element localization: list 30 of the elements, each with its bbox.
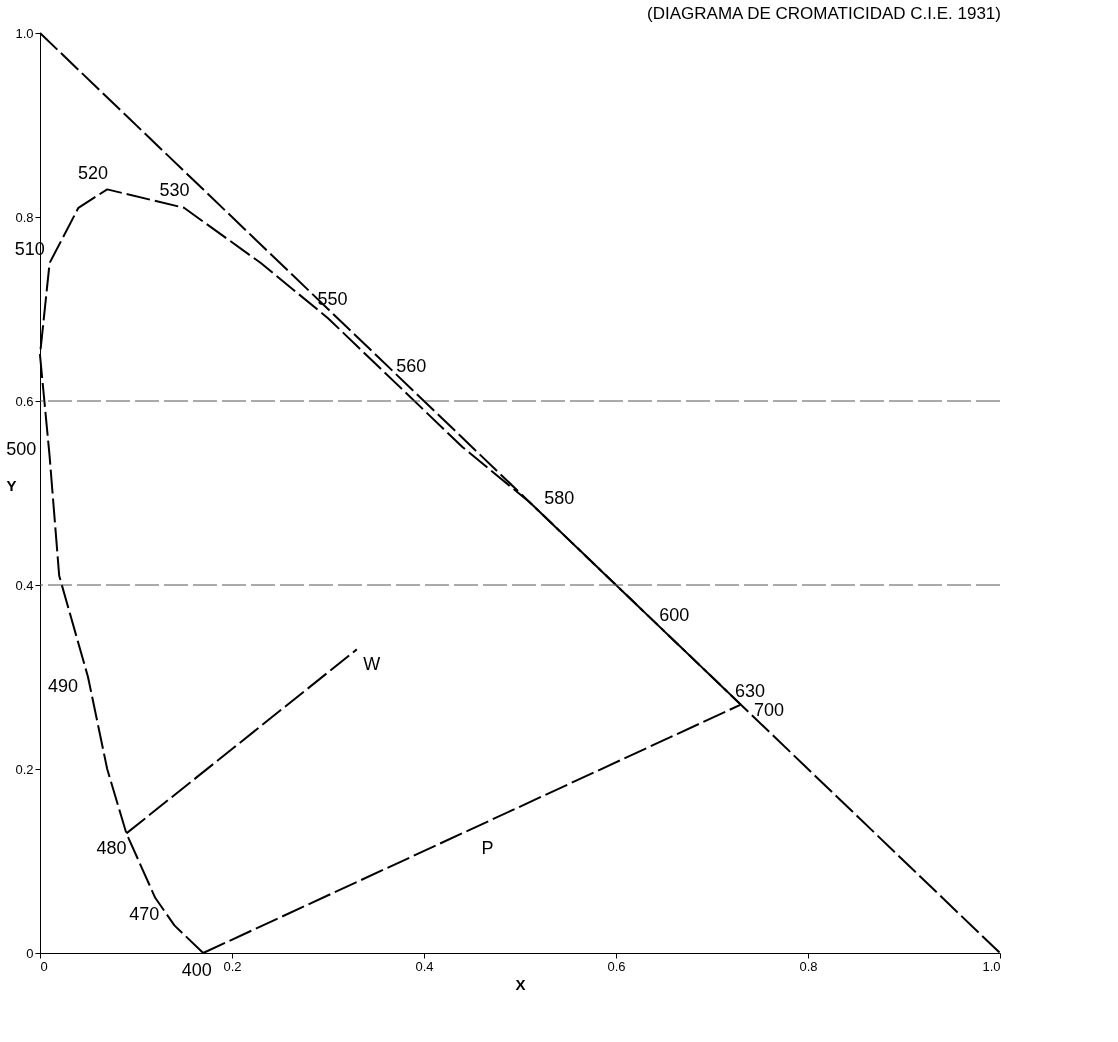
annotation: P bbox=[481, 837, 494, 858]
annotation: 400 bbox=[181, 959, 212, 980]
annotation: 600 bbox=[659, 605, 690, 626]
y-tick-label: 0 bbox=[26, 945, 34, 961]
x-tick-label: 0.6 bbox=[607, 958, 626, 974]
y-tick-label: 0.6 bbox=[15, 393, 34, 409]
y-axis-title: Y bbox=[6, 476, 17, 494]
y-tick-label: 1.0 bbox=[15, 25, 34, 41]
y-tick-label: 0.8 bbox=[15, 209, 34, 225]
x-tick-label: 0.2 bbox=[223, 958, 242, 974]
annotation: 480 bbox=[96, 837, 127, 858]
annotation: 560 bbox=[396, 356, 427, 377]
y-tick-label: 0.4 bbox=[15, 577, 34, 593]
y-tick-label: 0.2 bbox=[15, 761, 34, 777]
annotation: 580 bbox=[544, 488, 575, 509]
annotation: W bbox=[363, 654, 381, 675]
annotation: 530 bbox=[159, 179, 190, 200]
x-axis-title: X bbox=[515, 975, 526, 993]
annotation: 500 bbox=[6, 439, 37, 460]
annotation: 550 bbox=[317, 289, 348, 310]
chart-title: (DIAGRAMA DE CROMATICIDAD C.I.E. 1931) bbox=[647, 4, 1001, 23]
annotation: 490 bbox=[47, 675, 78, 696]
annotation: 630 bbox=[734, 681, 766, 701]
annotation: 470 bbox=[129, 903, 160, 924]
x-tick-label: 0 bbox=[40, 958, 48, 974]
annotation: 700 bbox=[753, 699, 784, 720]
x-tick-label: 0.4 bbox=[415, 958, 434, 974]
annotation: 520 bbox=[78, 162, 109, 183]
x-tick-label: 0.8 bbox=[799, 958, 818, 974]
x-tick-label: 1.0 bbox=[982, 958, 1001, 974]
